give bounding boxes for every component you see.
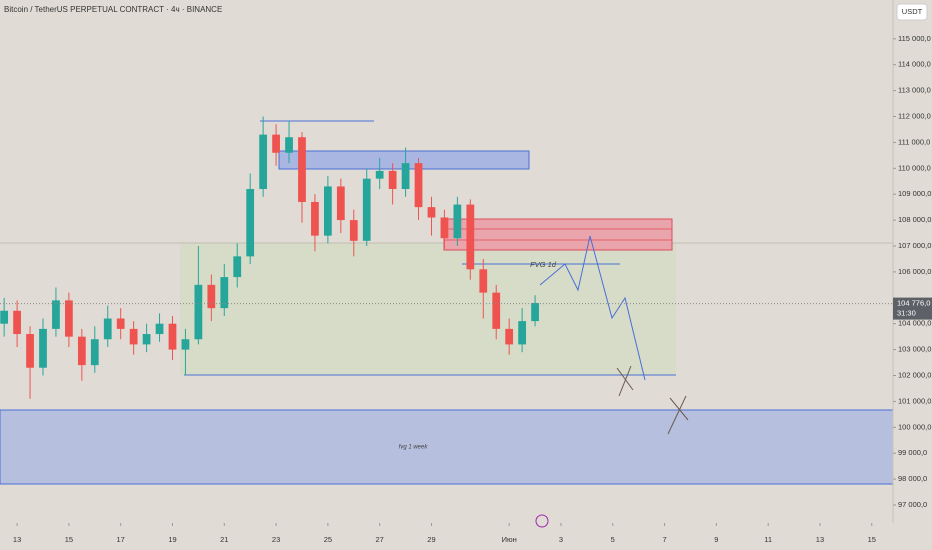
x-tick-label: 19 <box>168 535 176 544</box>
candle-body <box>323 186 332 236</box>
y-tick-label: 107 000,0 <box>898 241 931 250</box>
candle-body <box>155 323 164 335</box>
candle-body <box>233 256 242 278</box>
y-tick-label: 97 000,0 <box>898 500 927 509</box>
projection-path <box>539 235 646 381</box>
candle-body <box>259 134 268 190</box>
y-tick-label: 113 000,0 <box>898 86 931 95</box>
currency: USDT <box>902 7 923 16</box>
x-tick-label: 15 <box>868 535 876 544</box>
x-tick-label: 11 <box>764 535 772 544</box>
y-tick-label: 110 000,0 <box>898 163 931 172</box>
candle-body <box>129 328 138 345</box>
candle-body <box>427 207 436 218</box>
y-tick-label: 112 000,0 <box>898 111 931 120</box>
cross-mark <box>616 365 634 397</box>
candle-body <box>26 334 34 368</box>
candle-body <box>298 137 306 202</box>
x-tick-label: 9 <box>714 535 718 544</box>
candle-body <box>272 134 280 153</box>
candle-body <box>0 310 9 324</box>
y-tick-label: 106 000,0 <box>898 267 931 276</box>
chart-title: Bitcoin / TetherUS PERPETUAL CONTRACT · … <box>4 5 222 14</box>
x-tick-label: 13 <box>816 535 824 544</box>
y-tick-label: 102 000,0 <box>898 370 931 379</box>
cross-mark <box>667 395 689 435</box>
x-tick-label: 3 <box>559 535 563 544</box>
candle-body <box>492 292 501 329</box>
annotation: fvg 1 week <box>399 445 429 451</box>
drawings <box>0 120 894 528</box>
x-tick-label: Июн <box>502 535 517 544</box>
x-tick-label: 23 <box>272 535 280 544</box>
y-tick-label: 103 000,0 <box>898 345 931 354</box>
x-tick-label: 21 <box>220 535 228 544</box>
x-tick-label: 29 <box>427 535 435 544</box>
candle-body <box>52 300 60 329</box>
x-tick-label: 5 <box>611 535 615 544</box>
currency-button[interactable] <box>896 3 928 21</box>
y-tick-label: 114 000,0 <box>898 60 931 69</box>
y-tick-label: 98 000,0 <box>898 474 927 483</box>
candle-body <box>362 178 371 241</box>
candle-body <box>375 170 384 179</box>
candle-body <box>65 300 73 337</box>
candle-body <box>116 318 125 329</box>
fvg-zone <box>443 218 673 251</box>
candle-body <box>220 277 229 309</box>
candle-body <box>401 163 410 190</box>
candle-body <box>13 310 21 335</box>
y-tick-label: 108 000,0 <box>898 215 931 224</box>
event-icon[interactable] <box>535 514 549 528</box>
candle-body <box>181 339 190 350</box>
last-price-box <box>893 297 932 320</box>
candle-body <box>531 302 539 322</box>
candle-body <box>505 328 514 345</box>
x-tick-label: 27 <box>376 535 384 544</box>
y-tick-label: 104 000,0 <box>898 319 931 328</box>
candle-body <box>453 204 462 239</box>
candle-body <box>39 328 47 368</box>
candle-body <box>77 336 86 366</box>
x-tick-label: 17 <box>117 535 125 544</box>
candle-body <box>207 284 216 309</box>
y-tick-label: 115 000,0 <box>898 34 931 43</box>
price-axis <box>893 0 932 550</box>
candle-body <box>440 217 449 239</box>
countdown: 31:30 <box>897 309 916 318</box>
x-tick-label: 15 <box>65 535 73 544</box>
y-tick-label: 101 000,0 <box>898 396 931 405</box>
range-zone <box>180 243 676 375</box>
last-price-label: 104 776,0 <box>897 299 930 308</box>
candle-body <box>336 186 345 221</box>
y-tick-label: 100 000,0 <box>898 422 931 431</box>
candle-body <box>90 339 99 366</box>
candle-body <box>168 323 177 350</box>
y-tick-label: 109 000,0 <box>898 189 931 198</box>
candle-body <box>142 334 151 345</box>
candle-body <box>103 318 112 340</box>
y-tick-label: 111 000,0 <box>898 137 930 146</box>
x-tick-label: 13 <box>13 535 21 544</box>
candle-body <box>311 201 319 236</box>
candle-body <box>479 269 488 293</box>
annotation: FVG 1d <box>530 260 557 269</box>
x-tick-label: 7 <box>662 535 666 544</box>
candle-body <box>349 220 358 241</box>
candle-body <box>518 321 527 345</box>
candle-body <box>285 137 293 153</box>
x-tick-label: 25 <box>324 535 332 544</box>
candle-body <box>388 170 397 190</box>
candle-body <box>414 163 423 208</box>
y-tick-label: 99 000,0 <box>898 448 927 457</box>
weekly-fvg-zone <box>0 409 894 485</box>
candle-body <box>466 204 475 270</box>
candle-body <box>246 189 255 257</box>
candle-body <box>194 284 203 340</box>
